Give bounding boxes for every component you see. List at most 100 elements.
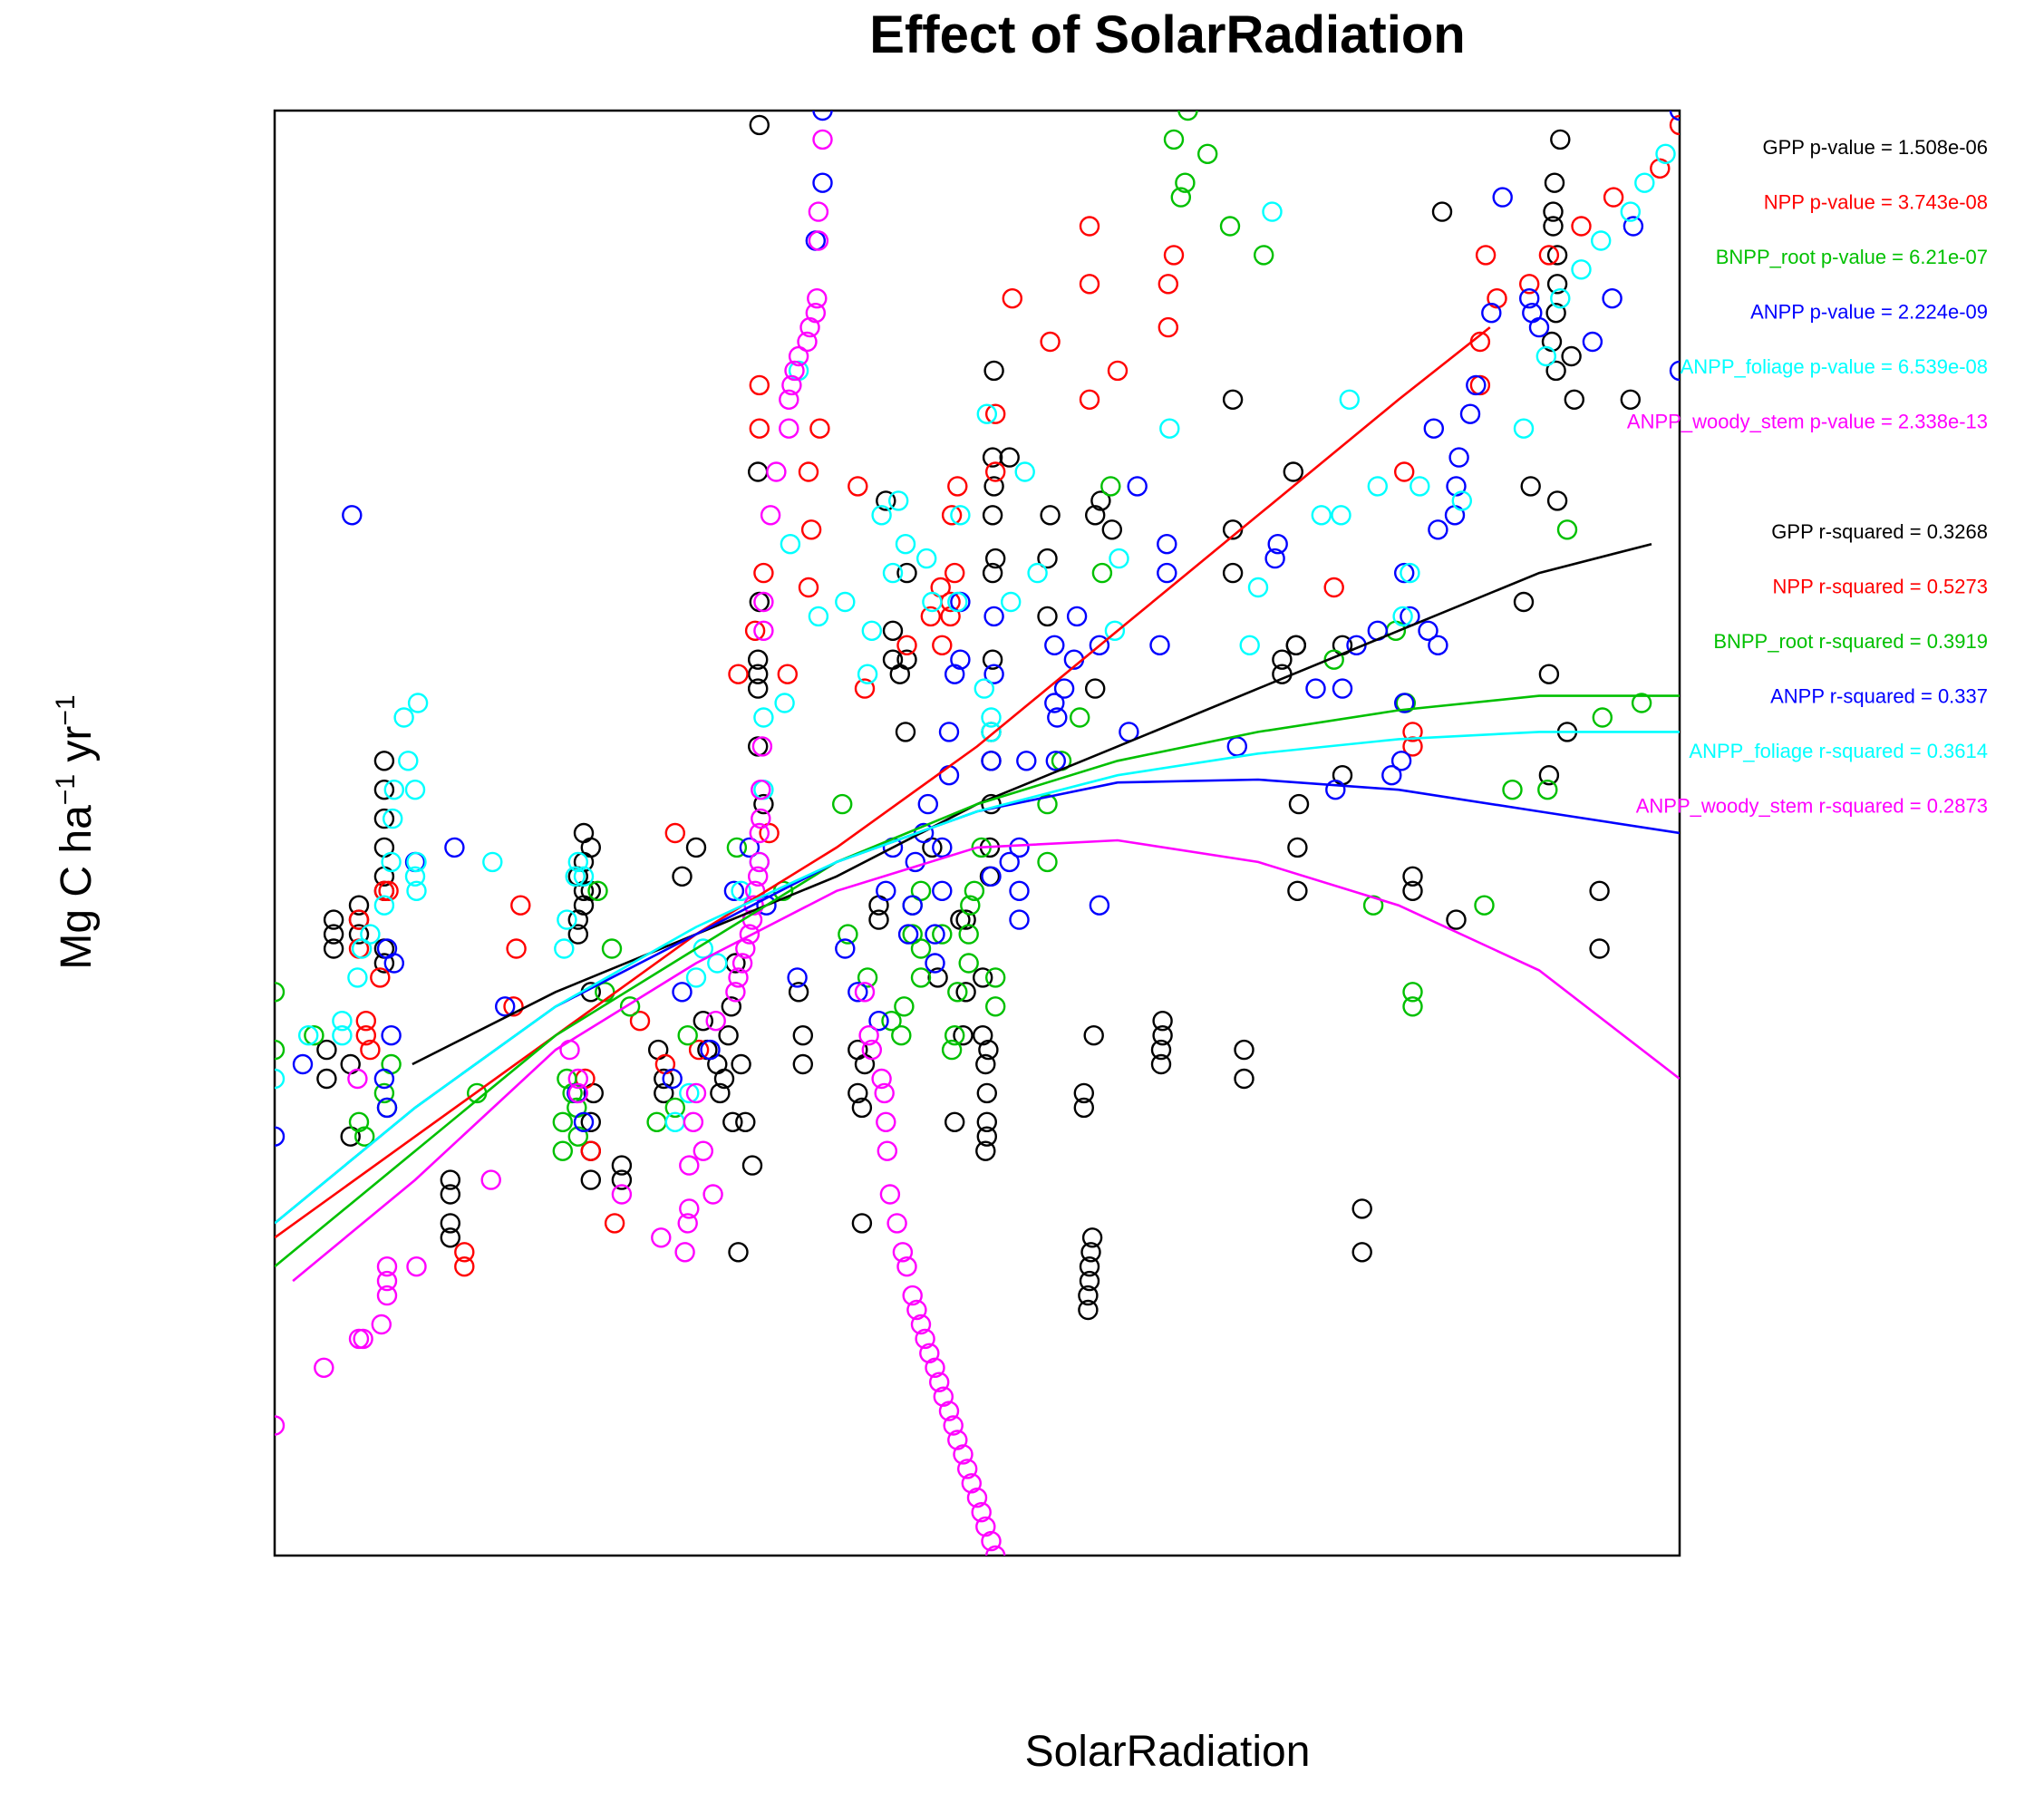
point-gpp-167	[1544, 172, 1565, 193]
point-anpp-75	[1390, 751, 1412, 771]
point-anpp-woody-stem-21	[685, 1082, 707, 1104]
point-bnpp-root-35	[932, 924, 953, 945]
point-bnpp-root-39	[958, 953, 979, 974]
point-gpp-102	[982, 562, 1003, 584]
point-anpp-woody-stem-37	[751, 780, 771, 800]
point-anpp-90	[1518, 288, 1540, 309]
point-bnpp-root-50	[1091, 562, 1113, 584]
point-anpp-foliage-28	[707, 953, 728, 974]
point-anpp-woody-stem-62	[877, 1140, 897, 1161]
point-anpp-30	[902, 895, 923, 916]
point-anpp-68	[1264, 548, 1285, 569]
point-gpp-60	[748, 461, 769, 482]
point-anpp-foliage-18	[482, 851, 503, 873]
plot-frame	[273, 109, 1681, 1557]
point-gpp-91	[975, 1053, 996, 1075]
point-bnpp-root-37	[944, 1024, 965, 1046]
point-anpp-woody-stem-4	[353, 1328, 373, 1350]
point-npp-29	[798, 461, 819, 482]
point-gpp-145	[1446, 909, 1467, 930]
point-bnpp-root-27	[881, 1010, 902, 1032]
point-gpp-112	[1073, 1097, 1095, 1119]
point-anpp-foliage-54	[1027, 562, 1048, 584]
point-gpp-109	[1037, 548, 1058, 569]
point-gpp-105	[984, 548, 1006, 569]
point-anpp-foliage-57	[1159, 418, 1180, 439]
point-bnpp-root-41	[960, 895, 981, 916]
point-npp-11	[506, 938, 527, 959]
point-bnpp-root-63	[1402, 982, 1423, 1003]
point-gpp-162	[1538, 664, 1560, 684]
point-anpp-foliage-60	[1262, 201, 1283, 222]
point-bnpp-root-55	[1177, 111, 1198, 121]
point-anpp-95	[1623, 216, 1644, 237]
point-anpp-woody-stem-76	[943, 1415, 964, 1436]
point-bnpp-root-67	[1537, 780, 1558, 800]
point-anpp-woody-stem-29	[739, 924, 760, 945]
point-gpp-115	[1078, 1285, 1099, 1306]
point-anpp-woody-stem-63	[879, 1184, 901, 1205]
rsquared-annotation-0: GPP r-squared = 0.3268	[1771, 520, 1988, 543]
point-npp-10	[503, 996, 524, 1017]
fit-line-gpp	[412, 542, 1652, 1066]
point-anpp-woody-stem-81	[966, 1487, 988, 1508]
point-anpp-foliage-58	[1239, 635, 1260, 655]
point-anpp-foliage-73	[1590, 230, 1612, 251]
point-npp-46	[1079, 389, 1100, 410]
point-gpp-138	[1287, 880, 1308, 901]
point-anpp-woody-stem-3	[348, 1328, 370, 1350]
point-anpp-foliage-67	[1409, 476, 1430, 497]
point-bnpp-root-44	[984, 996, 1006, 1017]
point-anpp-foliage-0	[275, 1068, 286, 1090]
point-gpp-149	[1541, 331, 1563, 353]
fit-line-npp	[275, 326, 1491, 1239]
point-bnpp-root-3	[348, 1111, 370, 1133]
data-points	[275, 111, 1680, 1556]
x-axis-label: SolarRadiation	[1025, 1728, 1311, 1776]
point-npp-20	[728, 664, 749, 684]
point-anpp-19	[787, 967, 808, 988]
point-anpp-29	[897, 924, 919, 945]
point-npp-51	[1158, 274, 1179, 295]
point-anpp-woody-stem-77	[947, 1430, 968, 1450]
point-anpp-woody-stem-6	[376, 1285, 398, 1306]
fit-line-bnpp-root	[275, 694, 1680, 1268]
point-anpp-56	[1053, 678, 1075, 699]
point-gpp-61	[749, 591, 770, 613]
point-anpp-60	[1089, 635, 1110, 655]
point-npp-1	[348, 909, 370, 930]
point-gpp-74	[876, 490, 896, 511]
point-anpp-woody-stem-45	[781, 374, 802, 396]
point-gpp-171	[1545, 360, 1566, 382]
point-npp-41	[947, 476, 968, 497]
point-anpp-foliage-21	[565, 866, 586, 887]
point-gpp-140	[1288, 793, 1310, 815]
point-anpp-foliage-1	[298, 1024, 319, 1046]
point-anpp-34	[925, 924, 945, 945]
point-gpp-168	[1550, 129, 1571, 150]
point-gpp-121	[1084, 678, 1106, 699]
point-anpp-65	[1157, 534, 1177, 555]
point-anpp-44	[981, 751, 1002, 771]
point-bnpp-root-24	[832, 793, 853, 815]
point-anpp-52	[1044, 693, 1065, 713]
point-anpp-woody-stem-50	[805, 303, 826, 324]
point-bnpp-root-49	[1069, 707, 1090, 728]
point-gpp-4	[323, 909, 344, 930]
point-anpp-84	[1446, 476, 1467, 497]
point-npp-28	[800, 519, 822, 540]
point-anpp-foliage-8	[381, 851, 402, 873]
fit-line-anpp-woody-stem	[292, 839, 1680, 1283]
point-bnpp-root-21	[677, 1024, 698, 1046]
point-gpp-9	[348, 895, 370, 916]
point-bnpp-root-53	[1170, 187, 1192, 208]
point-anpp-woody-stem-12	[567, 1082, 588, 1104]
point-anpp-43	[981, 866, 1002, 887]
fit-line-anpp-foliage	[275, 731, 1680, 1225]
point-gpp-148	[1538, 765, 1560, 786]
point-gpp-70	[851, 1213, 873, 1234]
point-anpp-woody-stem-72	[925, 1357, 945, 1379]
point-anpp-13	[662, 1068, 683, 1090]
point-anpp-woody-stem-43	[779, 418, 799, 439]
point-gpp-83	[944, 1111, 965, 1133]
